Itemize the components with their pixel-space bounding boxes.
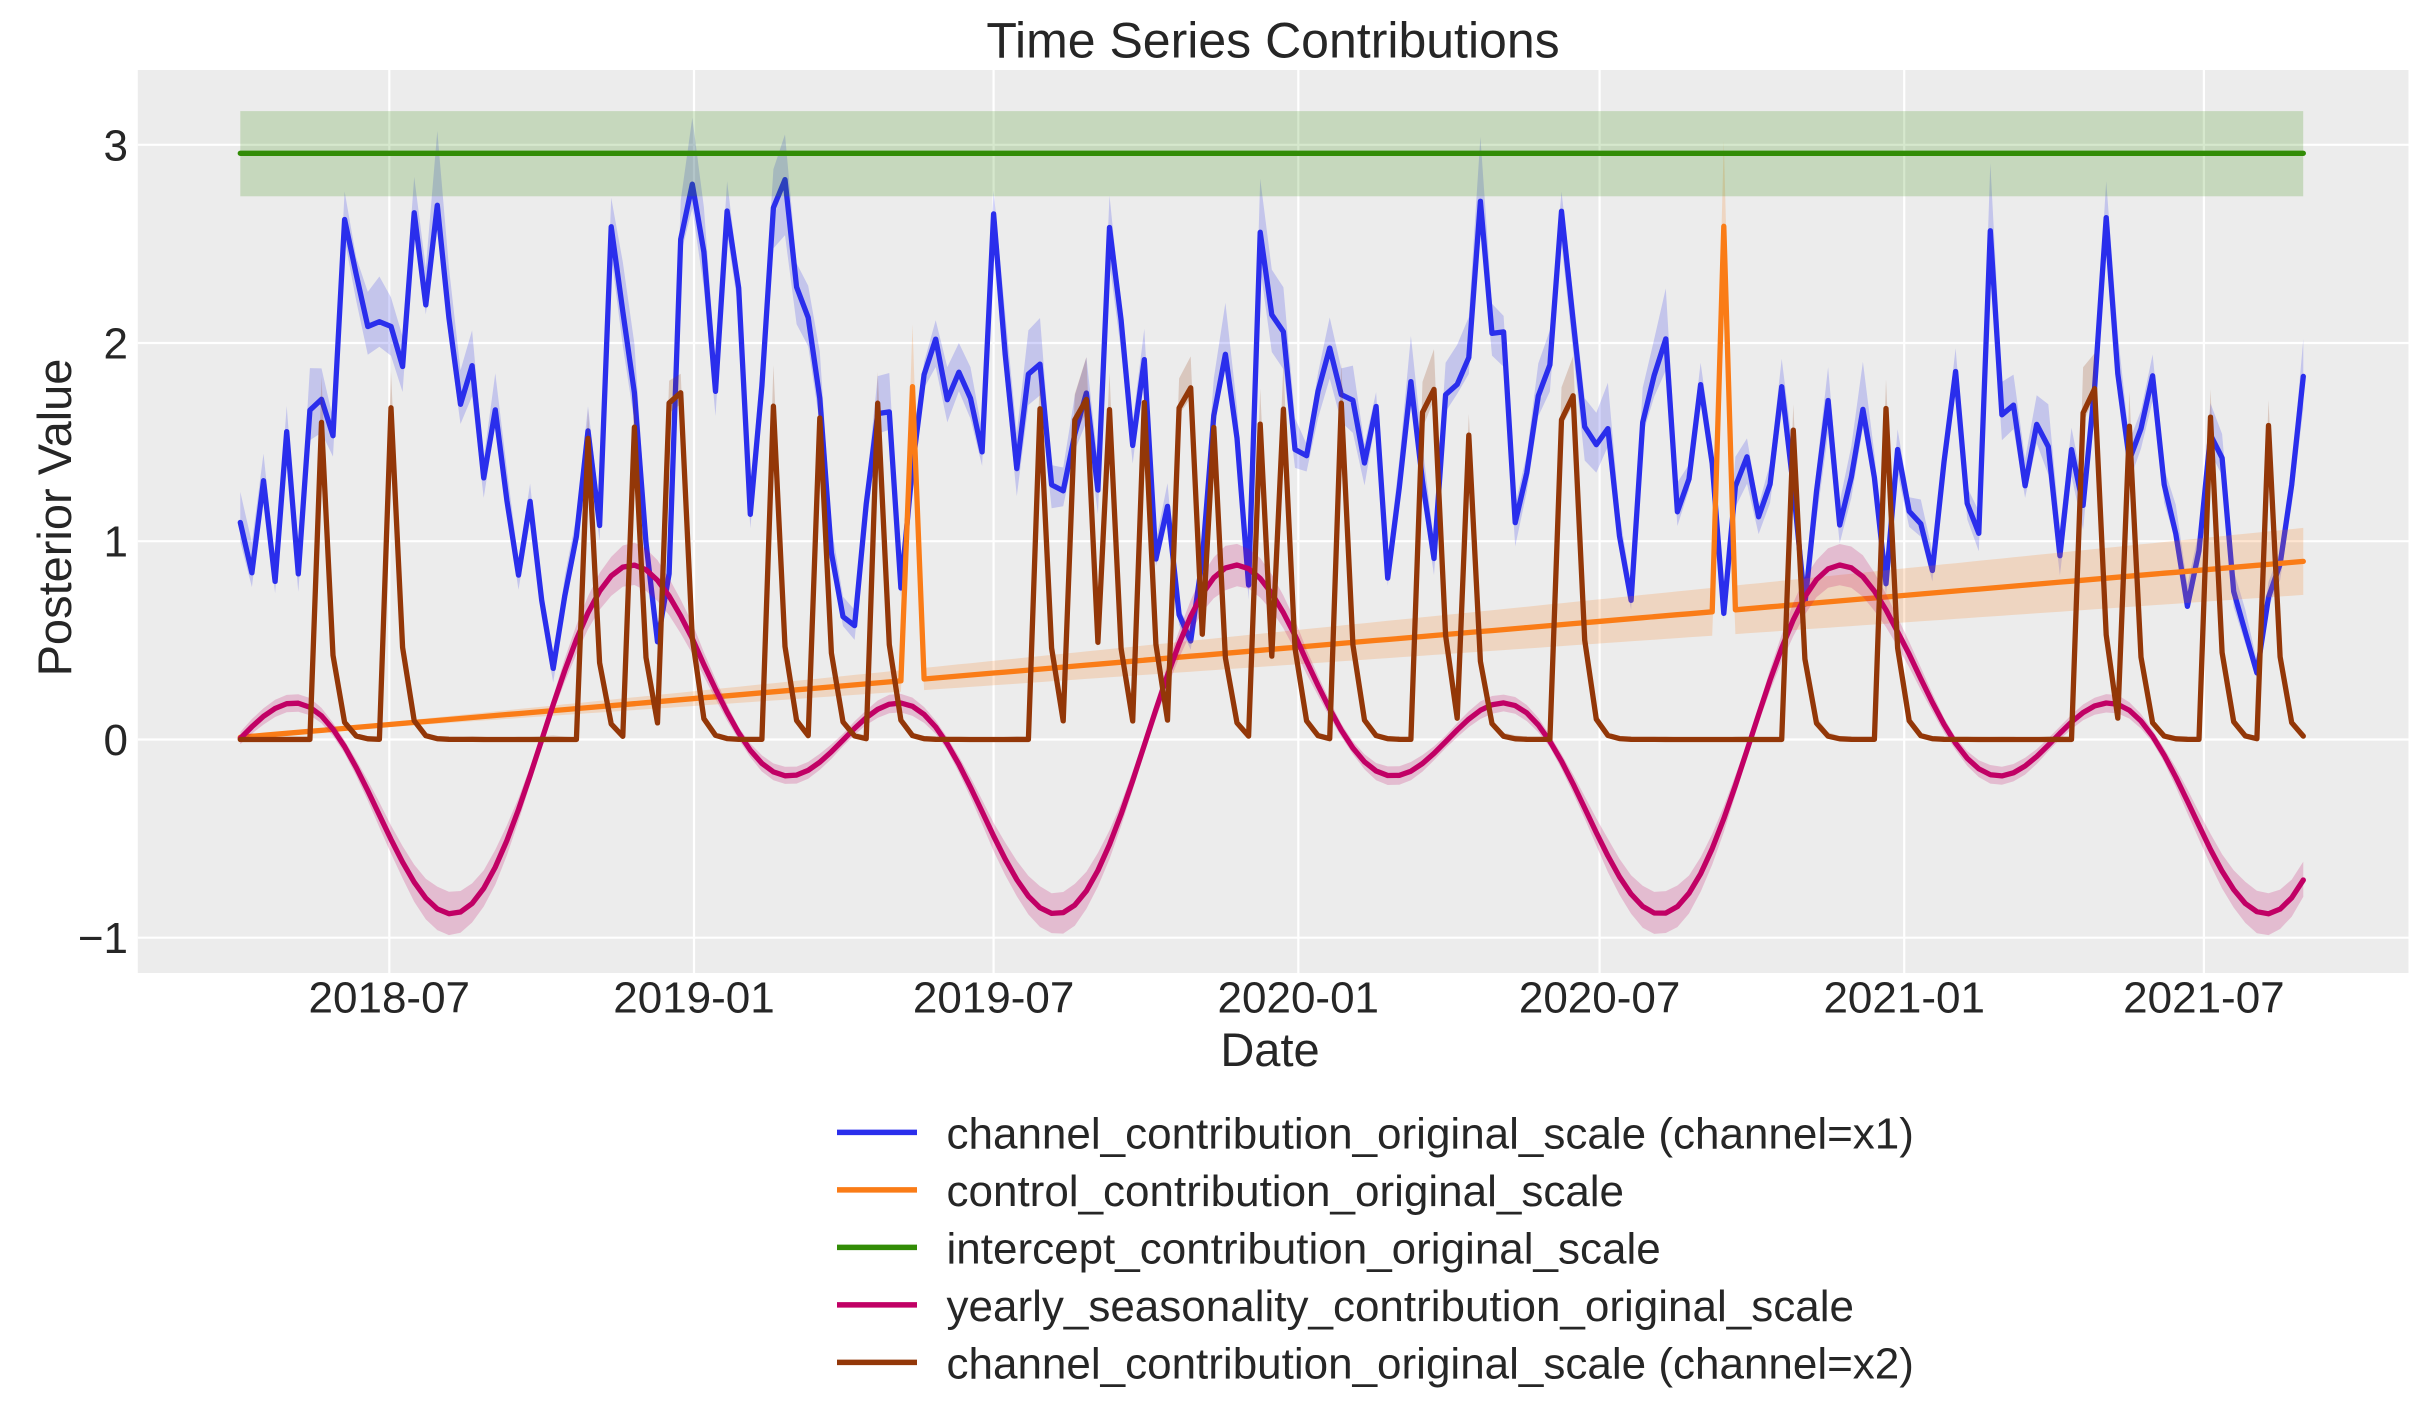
svg-text:Time Series Contributions: Time Series Contributions bbox=[986, 13, 1559, 69]
svg-text:yearly_seasonality_contributio: yearly_seasonality_contribution_original… bbox=[947, 1282, 1854, 1331]
svg-text:Date: Date bbox=[1220, 1023, 1319, 1076]
svg-text:3: 3 bbox=[104, 121, 128, 170]
svg-text:2018-07: 2018-07 bbox=[309, 974, 470, 1023]
svg-text:2019-07: 2019-07 bbox=[913, 974, 1074, 1023]
svg-text:0: 0 bbox=[104, 716, 128, 765]
svg-text:2019-01: 2019-01 bbox=[613, 974, 774, 1023]
svg-text:−1: −1 bbox=[78, 914, 128, 963]
svg-text:intercept_contribution_origina: intercept_contribution_original_scale bbox=[947, 1224, 1661, 1273]
svg-text:control_contribution_original_: control_contribution_original_scale bbox=[947, 1167, 1625, 1216]
svg-text:2020-01: 2020-01 bbox=[1218, 974, 1379, 1023]
svg-text:2021-07: 2021-07 bbox=[2123, 974, 2284, 1023]
svg-text:1: 1 bbox=[104, 518, 128, 567]
svg-text:channel_contribution_original_: channel_contribution_original_scale (cha… bbox=[947, 1109, 1914, 1158]
svg-text:2021-01: 2021-01 bbox=[1823, 974, 1984, 1023]
svg-text:2: 2 bbox=[104, 320, 128, 369]
svg-text:Posterior Value: Posterior Value bbox=[28, 359, 81, 677]
svg-text:channel_contribution_original_: channel_contribution_original_scale (cha… bbox=[947, 1339, 1914, 1388]
svg-text:2020-07: 2020-07 bbox=[1519, 974, 1680, 1023]
